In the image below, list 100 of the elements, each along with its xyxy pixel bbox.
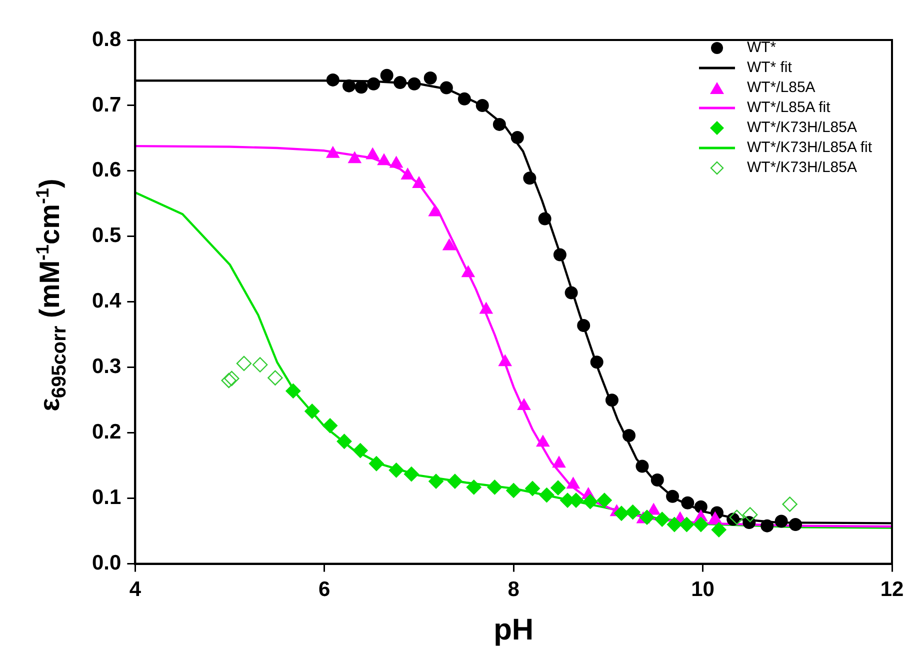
point xyxy=(394,76,407,90)
y-tick-label: 0.4 xyxy=(92,290,122,313)
point xyxy=(774,514,788,528)
y-tick-label: 0.2 xyxy=(92,420,122,444)
point xyxy=(523,172,536,185)
x-tick-label: 6 xyxy=(318,578,330,602)
point xyxy=(388,462,404,478)
point xyxy=(525,481,540,496)
point xyxy=(553,248,566,262)
point xyxy=(782,496,798,512)
y-tick-label: 0.7 xyxy=(92,93,122,116)
point xyxy=(322,418,338,434)
point xyxy=(412,176,426,188)
point xyxy=(354,80,368,94)
legend-label: WT* fit xyxy=(746,58,792,78)
legend-label: WT*/K73H/L85A xyxy=(746,158,857,178)
x-tick-label: 4 xyxy=(129,578,142,602)
point xyxy=(466,480,482,495)
y-tick-label: 0.6 xyxy=(92,158,122,182)
point xyxy=(424,71,437,84)
point xyxy=(596,492,612,508)
point xyxy=(636,460,649,473)
point xyxy=(462,266,475,278)
point xyxy=(566,477,580,489)
point xyxy=(760,519,774,532)
y-tick-label: 0.3 xyxy=(92,355,122,378)
legend-label: WT*/L85A fit xyxy=(746,98,830,118)
point xyxy=(390,156,403,168)
point xyxy=(711,522,726,538)
point xyxy=(268,370,283,386)
point xyxy=(506,482,522,498)
point xyxy=(342,79,356,92)
point xyxy=(681,496,694,510)
point xyxy=(380,68,394,82)
point xyxy=(236,356,252,372)
point xyxy=(550,480,566,496)
point xyxy=(404,466,419,482)
point xyxy=(286,383,301,398)
y-tick-label: 0.1 xyxy=(92,486,122,510)
legend-label: WT*/L85A xyxy=(746,78,816,98)
point xyxy=(428,204,442,216)
point xyxy=(428,474,444,489)
point xyxy=(221,372,236,388)
point xyxy=(348,152,362,164)
point xyxy=(252,357,268,372)
point xyxy=(552,456,566,468)
point xyxy=(366,148,380,160)
point xyxy=(367,77,380,90)
point xyxy=(304,404,320,419)
point xyxy=(614,506,629,521)
legend-label: WT*/K73H/L85A fit xyxy=(746,138,872,158)
point xyxy=(336,434,352,449)
point xyxy=(654,512,670,527)
point xyxy=(605,394,618,407)
point xyxy=(625,504,640,520)
point xyxy=(679,517,694,532)
x-tick-label: 10 xyxy=(691,578,714,602)
x-axis-title: pH xyxy=(494,613,534,646)
point xyxy=(458,92,471,106)
point xyxy=(582,494,598,510)
point xyxy=(789,518,802,532)
point xyxy=(539,488,554,503)
y-tick-label: 0.0 xyxy=(92,552,122,575)
point xyxy=(442,238,456,250)
point xyxy=(440,81,453,94)
point xyxy=(742,507,758,522)
y-tick-label: 0.5 xyxy=(92,224,122,248)
point xyxy=(590,356,604,369)
x-tick-label: 12 xyxy=(880,578,904,602)
point xyxy=(517,398,531,410)
point xyxy=(352,443,368,458)
point xyxy=(408,77,421,90)
point xyxy=(538,212,552,226)
point xyxy=(622,428,636,442)
point xyxy=(492,118,506,131)
point xyxy=(666,517,682,532)
point xyxy=(694,500,708,514)
point xyxy=(480,302,493,314)
point xyxy=(564,286,578,300)
point xyxy=(666,490,680,503)
point xyxy=(510,131,524,144)
point xyxy=(498,354,512,366)
point xyxy=(729,510,744,525)
legend-label: WT* xyxy=(746,38,776,58)
point xyxy=(650,473,664,486)
point xyxy=(577,318,590,332)
x-tick-label: 8 xyxy=(508,578,520,602)
legend-label: WT*/K73H/L85A xyxy=(746,118,857,138)
point xyxy=(326,146,340,158)
point xyxy=(447,474,462,489)
point xyxy=(377,154,391,166)
point xyxy=(476,98,489,112)
point xyxy=(224,370,240,386)
point xyxy=(487,480,502,495)
point xyxy=(368,456,384,472)
y-tick-label: 0.8 xyxy=(92,28,122,51)
point xyxy=(693,517,708,532)
point xyxy=(326,73,340,86)
point xyxy=(639,510,654,525)
point xyxy=(401,168,414,180)
